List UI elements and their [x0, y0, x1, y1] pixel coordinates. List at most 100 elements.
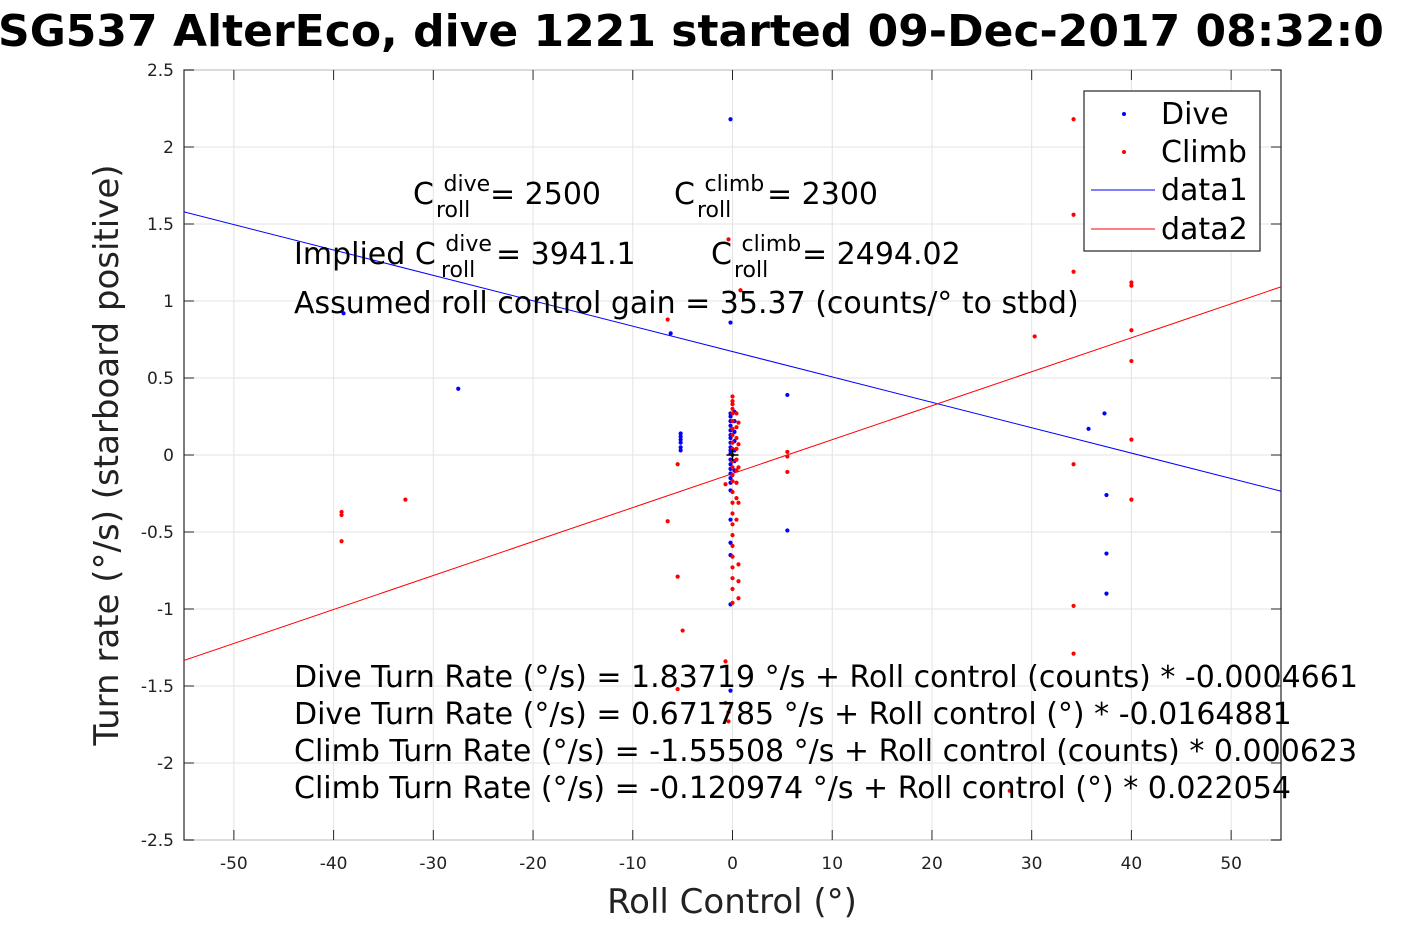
legend: Dive Climb data1 data2: [1083, 90, 1261, 252]
dive-data-point: [668, 331, 673, 336]
climb-data-point: [1129, 437, 1134, 442]
climb-data-point: [680, 628, 685, 633]
dive-data-point: [728, 320, 733, 325]
annotations: C dive roll = 2500 C climb roll = 2300 I…: [294, 164, 1358, 806]
dive-data-point: [728, 435, 733, 441]
implied-dive-sub: roll: [441, 258, 475, 283]
c-roll-climb-annotation: C climb roll = 2300: [674, 164, 878, 225]
implied-climb-value: = 2494.02: [802, 237, 961, 272]
dive-data-point: [728, 423, 733, 428]
legend-marker-climb: [1122, 150, 1126, 154]
equation-dive-counts: Dive Turn Rate (°/s) = 1.83719 °/s + Rol…: [294, 660, 1358, 695]
y-tick-label: -0.5: [141, 523, 174, 543]
climb-data-point: [730, 399, 735, 404]
climb-data-point: [730, 489, 735, 495]
dive-data-point: [728, 688, 733, 693]
climb-data-point: [1129, 283, 1134, 288]
climb-data-point: [730, 565, 735, 570]
climb-data-point: [675, 462, 680, 467]
climb-data-point: [1071, 269, 1076, 274]
climb-data-point: [730, 586, 735, 592]
roll-gain-annotation: Assumed roll control gain = 35.37 (count…: [294, 286, 1079, 321]
implied-climb-annotation: C climb roll = 2494.02: [711, 224, 961, 285]
climb-data-point: [734, 480, 739, 485]
x-axis-label: Roll Control (°): [607, 882, 857, 922]
y-tick-label: -1.5: [141, 677, 174, 697]
equation-climb-degrees: Climb Turn Rate (°/s) = -0.120974 °/s + …: [294, 771, 1291, 806]
climb-data-point: [730, 500, 735, 505]
dive-data-point: [728, 540, 733, 545]
climb-data-point: [730, 472, 735, 478]
scatter-points: [339, 117, 1134, 793]
equation-dive-degrees: Dive Turn Rate (°/s) = 0.671785 °/s + Ro…: [294, 697, 1292, 732]
climb-data-point: [736, 420, 741, 425]
legend-label-dive: Dive: [1161, 97, 1229, 132]
dive-data-point: [678, 445, 683, 450]
climb-data-point: [730, 406, 735, 411]
x-tick-label: 40: [1121, 854, 1143, 874]
climb-data-point: [403, 497, 408, 502]
c-roll-dive-prefix: C: [413, 177, 434, 212]
climb-data-point: [736, 465, 741, 470]
implied-dive-annotation: Implied C dive roll = 3941.1: [294, 224, 636, 285]
climb-data-point: [723, 482, 728, 487]
implied-dive-sup: dive: [445, 232, 492, 257]
climb-data-point: [736, 596, 741, 601]
climb-data-point: [339, 539, 344, 544]
climb-data-point: [736, 500, 741, 505]
dive-data-point: [678, 431, 683, 436]
climb-data-point: [339, 509, 344, 515]
dive-data-point: [678, 437, 683, 442]
y-tick-label: 2.5: [147, 61, 174, 81]
climb-data-point: [730, 576, 735, 581]
climb-data-point: [1007, 788, 1012, 793]
plot-clip-region: [184, 117, 1281, 793]
climb-data-point: [730, 440, 735, 445]
x-tick-label: 30: [1021, 854, 1043, 874]
climb-data-point: [665, 519, 670, 524]
climb-data-point: [726, 719, 731, 724]
climb-data-point: [730, 465, 735, 470]
x-tick-label: 10: [821, 854, 843, 874]
dive-data-point: [678, 440, 683, 445]
dive-data-point: [1104, 551, 1109, 556]
climb-data-point: [734, 435, 739, 441]
x-tick-label: -30: [419, 854, 447, 874]
climb-data-point: [734, 496, 739, 501]
climb-data-point: [730, 511, 735, 516]
x-tick-label: -40: [320, 854, 348, 874]
dive-data-point: [728, 414, 733, 419]
dive-data-point: [341, 311, 346, 316]
c-roll-dive-sup: dive: [444, 172, 491, 197]
y-tick-label: 0: [163, 446, 174, 466]
y-tick-label: -1: [157, 600, 174, 620]
y-tick-label: 1.5: [147, 215, 174, 235]
climb-data-point: [1071, 117, 1076, 122]
dive-data-point: [456, 386, 461, 391]
climb-data-point: [1071, 212, 1076, 217]
climb-data-point: [734, 468, 739, 473]
climb-data-point: [736, 579, 741, 584]
implied-climb-prefix: C: [711, 237, 732, 272]
dive-data-point: [678, 434, 683, 439]
x-tick-label: 20: [921, 854, 943, 874]
climb-data-point: [730, 411, 735, 416]
y-tick-label: 2: [163, 138, 174, 158]
x-tick-label: -10: [619, 854, 647, 874]
climb-data-point: [730, 426, 735, 431]
y-axis-label: Turn rate (°/s) (starboard positive): [87, 164, 127, 746]
climb-data-point: [730, 600, 735, 605]
climb-data-point: [1071, 462, 1076, 467]
climb-data-point: [730, 459, 735, 464]
x-tick-label: 50: [1220, 854, 1242, 874]
legend-label-climb: Climb: [1161, 135, 1247, 170]
climb-data-point: [1129, 328, 1134, 333]
climb-data-point: [738, 288, 743, 293]
c-roll-climb-sup: climb: [705, 172, 765, 197]
c-roll-dive-sub: roll: [436, 198, 470, 223]
fit-line-data1: [184, 211, 1281, 492]
implied-dive-prefix: Implied C: [294, 237, 436, 272]
climb-data-point: [730, 479, 735, 484]
dive-data-point: [785, 528, 790, 533]
